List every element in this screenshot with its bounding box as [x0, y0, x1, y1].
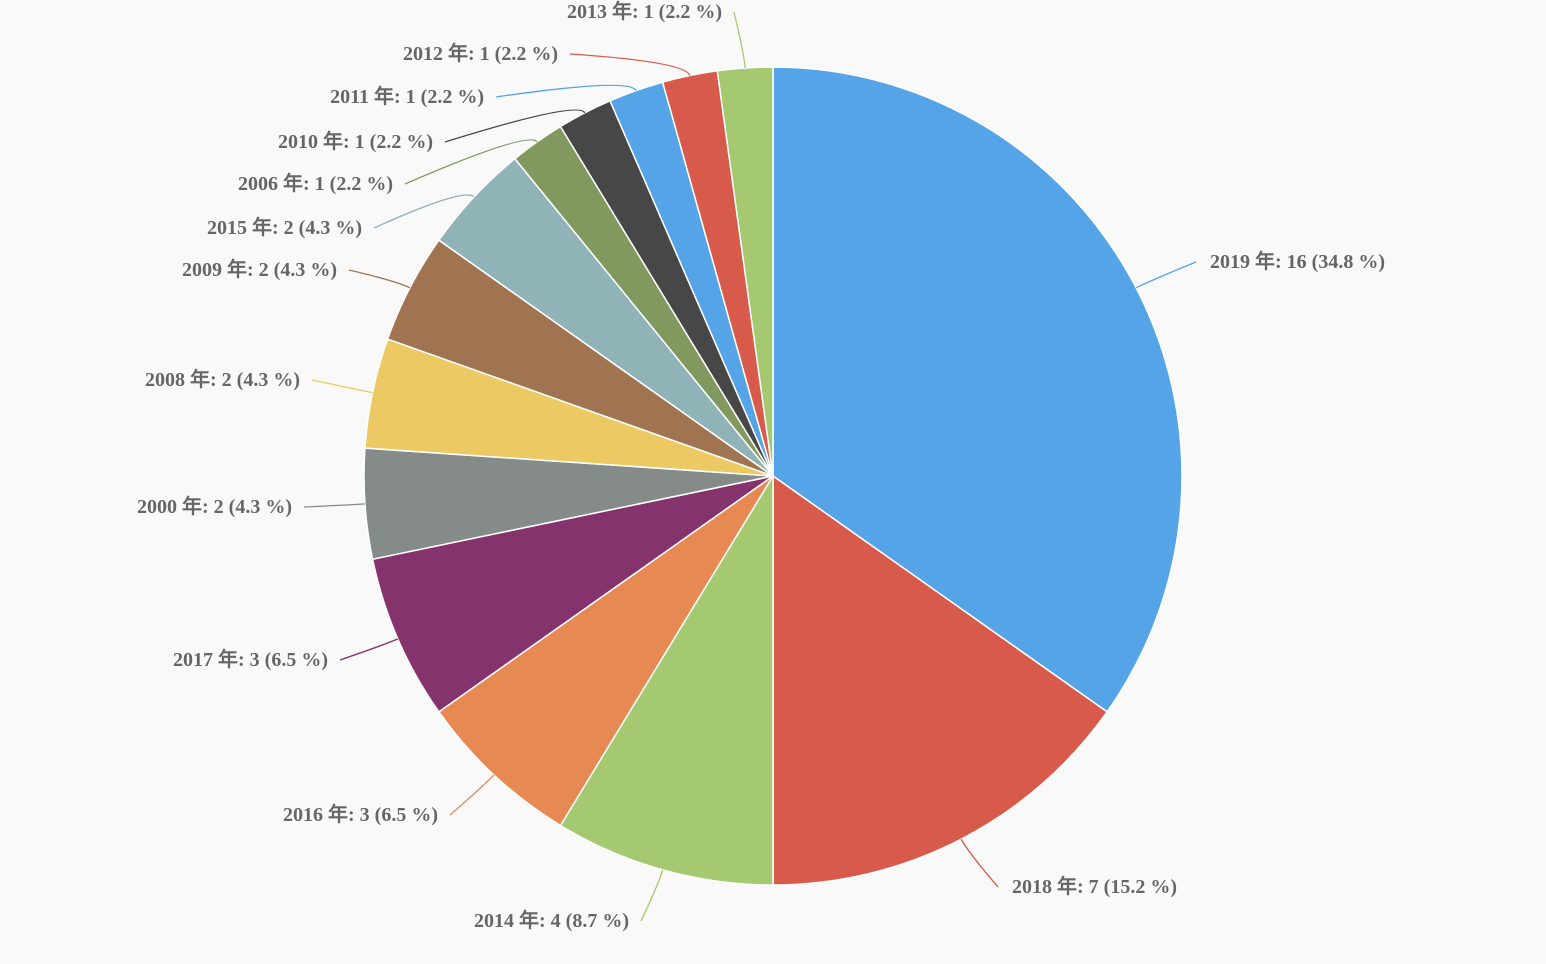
leader-line-2017 — [339, 638, 399, 661]
data-label-2016: 2016 年: 3 (6.5 %) — [283, 802, 438, 826]
data-label-2010: 2010 年: 1 (2.2 %) — [278, 129, 433, 153]
data-label-2017: 2017 年: 3 (6.5 %) — [173, 647, 328, 671]
slices-layer — [363, 66, 1183, 886]
leader-line-2011 — [495, 84, 637, 98]
data-label-2008: 2008 年: 2 (4.3 %) — [145, 367, 300, 391]
leader-line-2000 — [303, 503, 366, 508]
leader-line-2018 — [960, 838, 999, 888]
leader-line-2008 — [311, 379, 373, 394]
data-label-2019: 2019 年: 16 (34.8 %) — [1210, 249, 1385, 273]
data-label-2015: 2015 年: 2 (4.3 %) — [207, 215, 362, 239]
leader-line-2014 — [640, 869, 664, 922]
labels-layer: 2019 年: 16 (34.8 %) 2018 年: 7 (15.2 %) 201… — [137, 0, 1385, 932]
leader-line-2016 — [449, 774, 495, 816]
leader-line-2006 — [404, 139, 538, 185]
data-label-2006: 2006 年: 1 (2.2 %) — [238, 171, 393, 195]
pie-slice-2016[interactable] — [437, 475, 774, 827]
leader-line-2013 — [733, 11, 746, 69]
leader-lines-layer — [303, 11, 1197, 922]
data-label-2013: 2013 年: 1 (2.2 %) — [567, 0, 722, 23]
leader-line-2012 — [569, 53, 691, 76]
leader-line-2019 — [1135, 261, 1197, 289]
leader-line-2010 — [444, 109, 586, 143]
data-label-2000: 2000 年: 2 (4.3 %) — [137, 494, 292, 518]
data-label-2011: 2011 年: 1 (2.2 %) — [330, 84, 484, 108]
leader-line-2009 — [348, 269, 411, 289]
data-label-2012: 2012 年: 1 (2.2 %) — [403, 41, 558, 65]
data-label-2018: 2018 年: 7 (15.2 %) — [1012, 874, 1177, 898]
leader-line-2015 — [373, 194, 475, 229]
data-label-2009: 2009 年: 2 (4.3 %) — [182, 257, 337, 281]
data-label-2014: 2014 年: 4 (8.7 %) — [474, 908, 629, 932]
